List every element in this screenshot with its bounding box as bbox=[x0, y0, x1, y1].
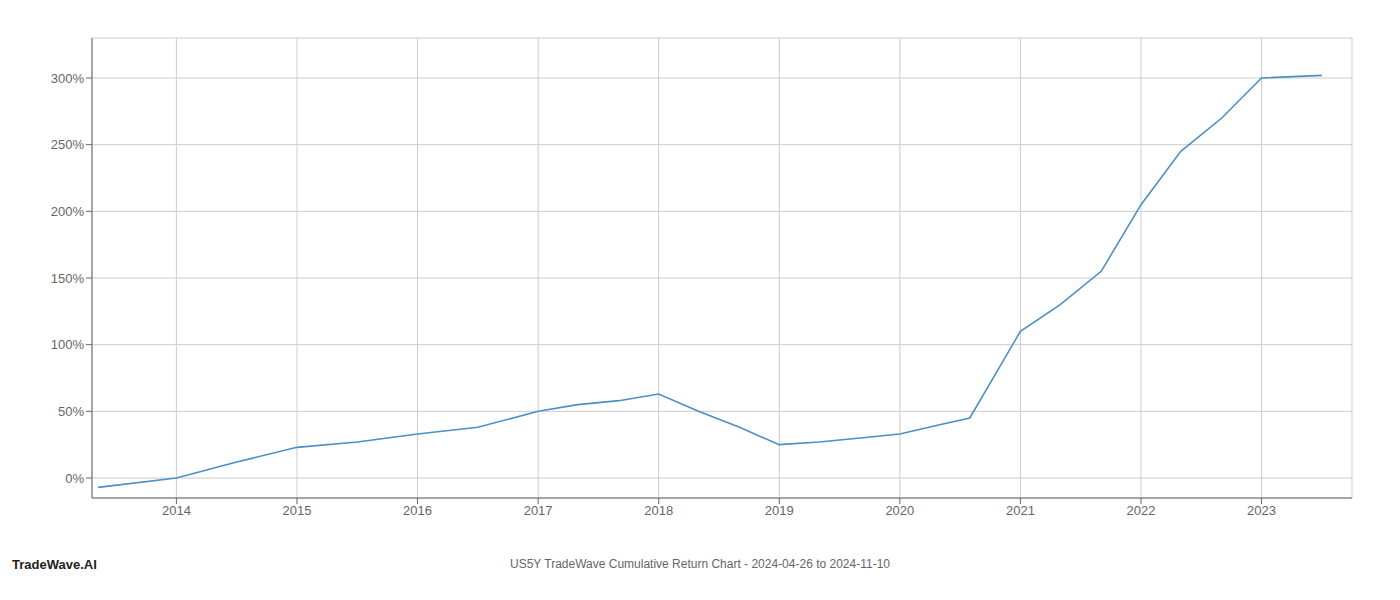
svg-text:2023: 2023 bbox=[1247, 503, 1276, 518]
svg-text:2017: 2017 bbox=[524, 503, 553, 518]
html-text:US5Y TradeWave Cumulative Retu: US5Y TradeWave Cumulative Return Chart -… bbox=[510, 557, 890, 571]
svg-text:50%: 50% bbox=[58, 404, 84, 419]
svg-text:300%: 300% bbox=[51, 71, 85, 86]
svg-text:2016: 2016 bbox=[403, 503, 432, 518]
svg-text:2015: 2015 bbox=[283, 503, 312, 518]
svg-text:2020: 2020 bbox=[885, 503, 914, 518]
svg-text:2018: 2018 bbox=[644, 503, 673, 518]
svg-text:0%: 0% bbox=[65, 471, 84, 486]
svg-text:100%: 100% bbox=[51, 337, 85, 352]
svg-text:2021: 2021 bbox=[1006, 503, 1035, 518]
svg-text:2019: 2019 bbox=[765, 503, 794, 518]
svg-text:250%: 250% bbox=[51, 137, 85, 152]
svg-text:200%: 200% bbox=[51, 204, 85, 219]
svg-text:2022: 2022 bbox=[1127, 503, 1156, 518]
svg-text:150%: 150% bbox=[51, 271, 85, 286]
svg-text:2014: 2014 bbox=[162, 503, 191, 518]
html-text:TradeWave.AI: TradeWave.AI bbox=[12, 556, 97, 572]
